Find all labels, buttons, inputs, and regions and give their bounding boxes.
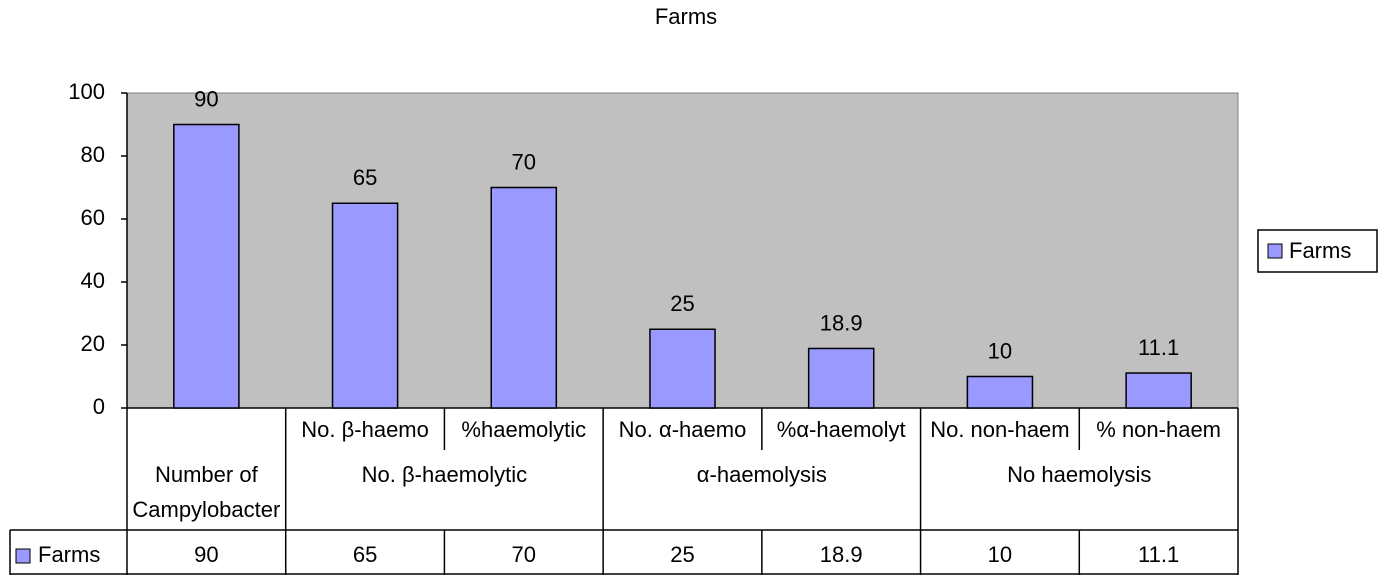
category-group-label: No haemolysis — [1007, 462, 1151, 487]
table-series-name: Farms — [38, 542, 100, 567]
category-label: No. non-haem — [930, 417, 1069, 442]
data-label: 11.1 — [1138, 335, 1179, 360]
category-label: % non-haem — [1096, 417, 1221, 442]
y-tick-label: 20 — [81, 331, 105, 356]
table-value: 11.1 — [1138, 542, 1179, 567]
bar — [173, 123, 240, 409]
legend-label: Farms — [1289, 238, 1351, 263]
table-value: 65 — [353, 542, 377, 567]
category-group-label: Number of Campylobacter — [132, 462, 280, 522]
category-label: %haemolytic — [461, 417, 586, 442]
table-value: 70 — [512, 542, 536, 567]
table-value: 90 — [194, 542, 218, 567]
category-group-label-line: Campylobacter — [132, 497, 280, 522]
data-label: 90 — [194, 86, 218, 111]
category-group-label: α-haemolysis — [697, 462, 827, 487]
table-value: 10 — [988, 542, 1012, 567]
data-label: 65 — [353, 165, 377, 190]
table-value: 18.9 — [820, 542, 863, 567]
y-tick-label: 100 — [68, 79, 105, 104]
table-value: 25 — [670, 542, 694, 567]
category-label: No. α-haemo — [619, 417, 747, 442]
bar — [807, 347, 875, 409]
bar — [649, 328, 716, 409]
bar — [966, 375, 1034, 409]
data-label: 18.9 — [820, 310, 863, 335]
bar — [490, 186, 558, 409]
table-legend-key — [15, 548, 31, 564]
category-label: %α-haemolyt — [777, 417, 906, 442]
bar — [331, 202, 399, 409]
data-label: 25 — [670, 291, 694, 316]
category-group-label: No. β-haemolytic — [362, 462, 527, 487]
legend-key — [1267, 243, 1283, 259]
y-tick-label: 80 — [81, 142, 105, 167]
y-tick-label: 40 — [81, 268, 105, 293]
chart-title: Farms — [655, 4, 717, 29]
category-group-label-line: Number of — [155, 462, 259, 487]
category-label: No. β-haemo — [301, 417, 429, 442]
bar — [1125, 372, 1192, 409]
data-label: 70 — [512, 149, 536, 174]
data-label: 10 — [988, 338, 1012, 363]
y-tick-label: 60 — [81, 205, 105, 230]
y-tick-label: 0 — [93, 394, 105, 419]
